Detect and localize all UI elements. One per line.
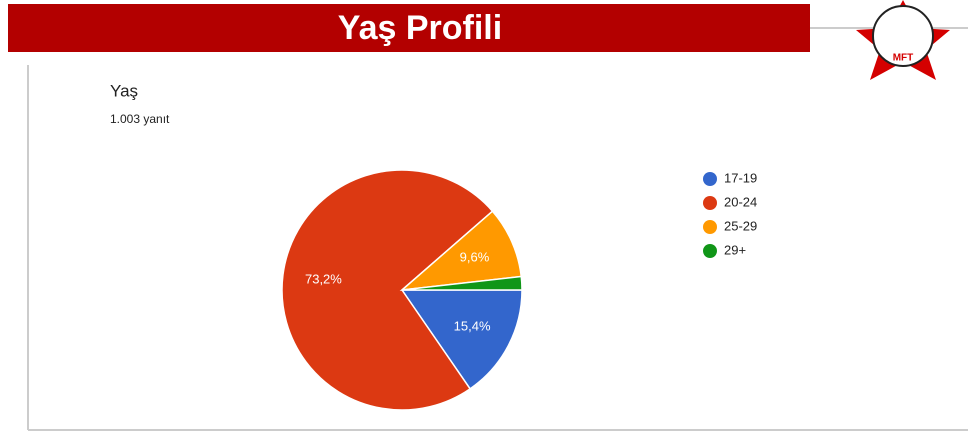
chart-title: Yaş (110, 81, 138, 100)
logo-circle (872, 5, 934, 67)
logo-text: MFT (893, 53, 914, 64)
chart-subtitle: 1.003 yanıt (110, 112, 170, 126)
legend-swatch (703, 196, 717, 210)
pie-slice (401, 275, 523, 291)
legend-label: 25-29 (724, 218, 757, 233)
legend-swatch (703, 220, 717, 234)
legend-label: 17-19 (724, 170, 757, 185)
slice-label: 9,6% (460, 250, 490, 265)
header-banner (8, 4, 810, 52)
header-title: Yaş Profili (338, 9, 502, 47)
pie-slice (281, 169, 494, 411)
pie-slice (400, 289, 523, 390)
slice-label: 15,4% (454, 318, 491, 333)
legend-label: 29+ (724, 242, 746, 257)
legend-swatch (703, 244, 717, 258)
logo: MFT (856, 0, 950, 80)
legend-label: 20-24 (724, 194, 757, 209)
slice-label: 73,2% (305, 272, 342, 287)
legend-swatch (703, 172, 717, 186)
